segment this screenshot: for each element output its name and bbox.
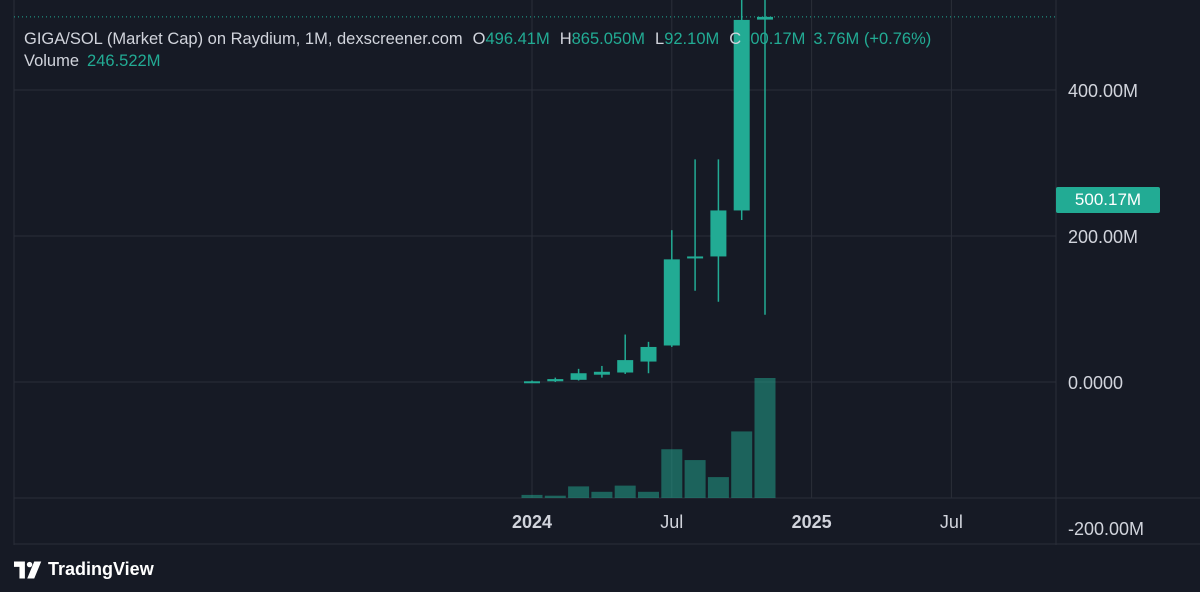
low-label: L <box>655 30 665 48</box>
volume-bar <box>754 378 776 498</box>
volume-label: Volume <box>24 52 80 70</box>
low-value: 92.10M <box>664 30 720 48</box>
high-value: 865.050M <box>571 30 646 48</box>
close-label: C <box>729 30 742 48</box>
legend-title: GIGA/SOL (Market Cap) on Raydium, 1M, de… <box>24 30 463 48</box>
volume-bar <box>591 491 613 498</box>
footer: TradingView <box>0 545 1200 592</box>
y-tick-label: 400.00M <box>1068 81 1138 101</box>
candle-body <box>524 381 540 384</box>
close-value: 500.17M <box>741 30 806 48</box>
candle-body <box>640 346 657 362</box>
chart-area[interactable]: 1.00B800.00M600.00M400.00M200.00M0.0000-… <box>0 0 1200 545</box>
candle-body <box>687 256 704 259</box>
brand-name: TradingView <box>48 559 154 579</box>
volume-bar <box>638 491 659 498</box>
volume-bar <box>731 431 753 498</box>
volume-bar <box>544 495 566 498</box>
volume-bar <box>661 449 683 498</box>
volume-bar <box>707 477 729 498</box>
y-tick-label: 0.0000 <box>1068 373 1123 393</box>
volume-bar <box>521 494 543 498</box>
volume-bar <box>684 460 706 498</box>
open-value: 496.41M <box>485 30 550 48</box>
candle-body <box>710 210 727 257</box>
x-tick-label: Jul <box>940 512 963 532</box>
volume-bar <box>614 485 636 498</box>
y-tick-label: 200.00M <box>1068 227 1138 247</box>
open-label: O <box>472 30 486 48</box>
x-tick-label: 2024 <box>512 512 552 532</box>
candle-body <box>733 19 750 211</box>
x-tick-label: 2025 <box>792 512 832 532</box>
high-label: H <box>559 30 572 48</box>
candle-body <box>617 360 634 373</box>
candle-body <box>663 259 680 346</box>
candle-body <box>593 371 610 375</box>
x-tick-label: Jul <box>660 512 683 532</box>
candle-body <box>757 16 773 20</box>
price-chart[interactable]: 1.00B800.00M600.00M400.00M200.00M0.0000-… <box>0 0 1200 545</box>
volume-bar <box>568 486 590 498</box>
candle-body <box>570 373 587 380</box>
tradingview-logo-icon <box>14 560 42 579</box>
candle-body <box>547 379 564 382</box>
change-value: 3.76M (+0.76%) <box>813 30 932 48</box>
chart-legend: GIGA/SOL (Market Cap) on Raydium, 1M, de… <box>24 27 931 51</box>
volume-legend: Volume 246.522M <box>24 49 160 73</box>
y-tick-label: -200.00M <box>1068 519 1144 539</box>
tradingview-brand[interactable]: TradingView <box>14 559 154 580</box>
volume-value: 246.522M <box>87 52 161 70</box>
current-price-tag: 500.17M <box>1056 187 1160 213</box>
